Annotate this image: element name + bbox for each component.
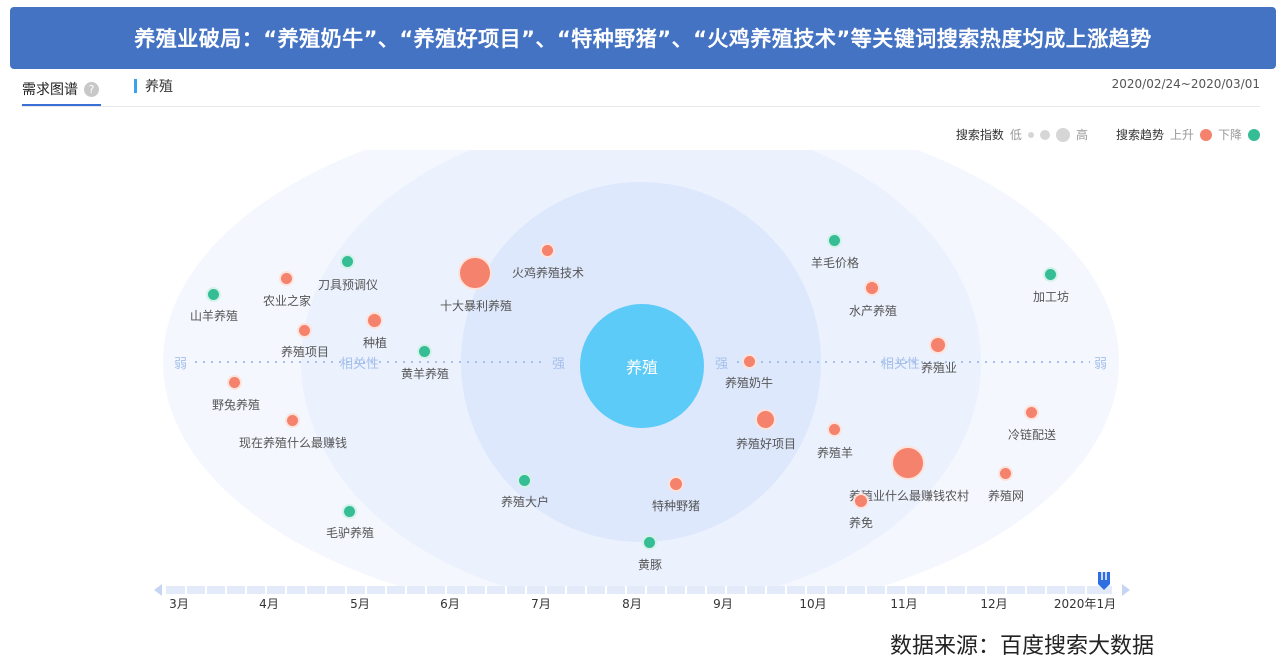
node-label: 养殖大户 [500, 495, 550, 509]
legend-down-dot-icon [1248, 128, 1260, 141]
node-dot[interactable] [668, 476, 684, 492]
node-label: 养殖奶牛 [724, 376, 774, 390]
node-label: 养殖好项目 [735, 437, 797, 451]
node-label: 加工坊 [1032, 290, 1070, 304]
node-dot[interactable] [279, 271, 294, 286]
legend-size-medium-icon [1039, 129, 1050, 140]
node-dot[interactable] [853, 493, 869, 509]
help-icon[interactable]: ? [84, 81, 99, 97]
node-dot[interactable] [864, 280, 880, 296]
node-label: 养殖羊 [816, 446, 854, 460]
keyword-marker [134, 79, 137, 93]
node-label: 毛驴养殖 [325, 526, 375, 540]
month-label[interactable]: 9月 [713, 597, 733, 611]
tab-bar: 需求图谱 ? 养殖 2020/02/24~2020/03/01 [22, 70, 1260, 107]
node-dot[interactable] [929, 336, 947, 354]
tab-demand-graph[interactable]: 需求图谱 ? [22, 74, 101, 106]
month-label[interactable]: 8月 [622, 597, 642, 611]
node-dot[interactable] [742, 354, 757, 369]
node-label: 野兔养殖 [211, 398, 261, 412]
node-label: 十大暴利养殖 [439, 299, 513, 313]
node-dot[interactable] [342, 504, 357, 519]
node-label: 特种野猪 [651, 499, 701, 513]
timeline-left-arrow-icon[interactable] [154, 584, 162, 596]
legend-size-small-icon [1027, 131, 1034, 138]
timeline-ticks [185, 586, 1087, 594]
legend-search-trend: 搜索趋势 [1115, 128, 1164, 142]
node-dot[interactable] [827, 233, 842, 248]
axis-weak-left: 弱 [174, 357, 188, 372]
node-dot[interactable] [340, 254, 355, 269]
node-dot[interactable] [285, 413, 300, 428]
month-label[interactable]: 2020年1月 [1053, 597, 1117, 611]
month-label[interactable]: 10月 [799, 597, 827, 611]
month-label[interactable]: 6月 [440, 597, 460, 611]
keyword-label: 养殖 [145, 79, 173, 95]
timeline-right-arrow-icon[interactable] [1122, 584, 1130, 596]
node-dot[interactable] [458, 256, 492, 290]
tab-label: 需求图谱 [22, 82, 78, 98]
node-dot[interactable] [755, 409, 776, 430]
timeline-slider[interactable] [150, 572, 1135, 602]
month-label[interactable]: 11月 [890, 597, 918, 611]
node-dot[interactable] [366, 312, 383, 329]
node-dot[interactable] [1024, 405, 1039, 420]
center-keyword-node[interactable]: 养殖 [580, 304, 704, 428]
node-dot[interactable] [227, 375, 242, 390]
month-label[interactable]: 3月 [169, 597, 189, 611]
node-label: 农业之家 [262, 294, 312, 308]
node-dot[interactable] [206, 287, 221, 302]
month-label[interactable]: 4月 [259, 597, 279, 611]
month-label[interactable]: 5月 [350, 597, 370, 611]
month-label[interactable]: 12月 [980, 597, 1008, 611]
node-label: 养殖业什么最赚钱农村 [848, 489, 970, 503]
node-label: 刀具预调仪 [317, 278, 379, 292]
legend: 搜索指数 低 高 搜索趋势 上升 下降 [956, 126, 1260, 143]
node-dot[interactable] [297, 323, 312, 338]
node-dot[interactable] [998, 466, 1013, 481]
node-label: 现在养殖什么最赚钱 [238, 436, 348, 450]
banner-title: 养殖业破局：“养殖奶牛”、“养殖好项目”、“特种野猪”、“火鸡养殖技术”等关键词… [10, 7, 1276, 69]
axis-relevance-right: 相关性 [881, 357, 921, 372]
node-label: 黄羊养殖 [400, 367, 450, 381]
node-dot[interactable] [642, 535, 657, 550]
node-dot[interactable] [417, 344, 432, 359]
node-label: 养殖项目 [280, 345, 330, 359]
node-label: 种植 [362, 336, 388, 350]
month-label[interactable]: 7月 [531, 597, 551, 611]
node-dot[interactable] [891, 446, 925, 480]
node-label: 冷链配送 [1007, 428, 1057, 442]
legend-low: 低 [1009, 128, 1022, 142]
node-label: 水产养殖 [848, 304, 898, 318]
node-label: 养免 [848, 516, 874, 530]
node-label: 养殖网 [987, 489, 1025, 503]
legend-size-large-icon [1055, 127, 1070, 142]
legend-search-index: 搜索指数 [955, 128, 1004, 142]
demand-graph: 弱 相关性 强 强 相关性 弱 养殖 山羊养殖 农业之家 刀具预调仪 十大暴利养… [0, 150, 1282, 590]
legend-high: 高 [1075, 128, 1088, 142]
node-dot[interactable] [517, 473, 532, 488]
data-source: 数据来源：百度搜索大数据 [890, 634, 1155, 659]
legend-up-dot-icon [1199, 128, 1212, 141]
node-label: 山羊养殖 [189, 309, 239, 323]
timeline-month-labels: 3月 4月 5月 6月 7月 8月 9月 10月 11月 12月 2020年1月 [0, 595, 1282, 611]
node-label: 羊毛价格 [810, 256, 860, 270]
axis-strong-left: 强 [552, 357, 566, 372]
node-label: 火鸡养殖技术 [511, 266, 585, 280]
node-label: 养殖业 [920, 361, 958, 375]
axis-strong-right: 强 [715, 357, 729, 372]
axis-weak-right: 弱 [1094, 357, 1108, 372]
node-dot[interactable] [1043, 267, 1058, 282]
node-label: 黄豚 [637, 558, 663, 572]
axis-relevance-left: 相关性 [340, 357, 380, 372]
legend-down: 下降 [1217, 128, 1242, 142]
date-range: 2020/02/24~2020/03/01 [1111, 77, 1260, 91]
keyword-tag: 养殖 [134, 76, 173, 96]
timeline-track[interactable] [166, 586, 1112, 594]
legend-up: 上升 [1169, 128, 1194, 142]
timeline-handle-icon[interactable] [1098, 572, 1110, 590]
node-dot[interactable] [827, 422, 842, 437]
node-dot[interactable] [540, 243, 555, 258]
